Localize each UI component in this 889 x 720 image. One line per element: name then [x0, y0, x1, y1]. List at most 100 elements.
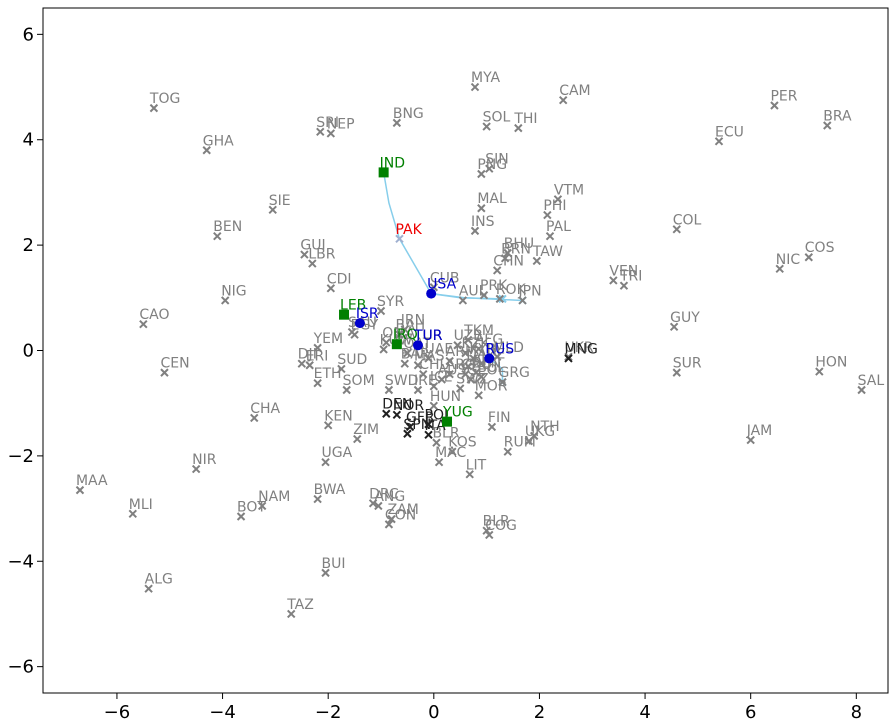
point-label: CUB	[430, 270, 460, 286]
point-label: TRI	[619, 269, 642, 285]
point-marker-x	[368, 499, 378, 508]
point-label: GUY	[670, 310, 700, 326]
point-marker-x	[746, 435, 755, 445]
point-marker-square	[339, 309, 350, 320]
point-marker-x	[353, 434, 362, 444]
point-label: ECU	[715, 124, 744, 140]
point-marker-x	[456, 384, 465, 393]
point-marker-x	[392, 118, 402, 128]
point-label: BRN	[501, 241, 531, 257]
point-label: GUI	[300, 238, 325, 254]
point-label: SYR	[377, 294, 404, 310]
point-marker-x	[419, 370, 428, 379]
point-marker-x	[445, 356, 454, 366]
point-marker-x	[326, 129, 336, 138]
point-marker-x	[823, 121, 832, 130]
point-label: MLD	[493, 340, 524, 356]
point-marker-x	[313, 494, 322, 504]
point-label: JAM	[746, 423, 773, 439]
point-marker-x	[477, 204, 486, 213]
point-label: GEO	[467, 362, 498, 378]
trajectory-line	[382, 172, 432, 294]
point-label: BUI	[322, 556, 346, 572]
point-label: RUS	[485, 341, 514, 357]
point-marker-x	[564, 352, 573, 362]
point-marker-x	[463, 335, 473, 345]
point-label: COL	[673, 212, 702, 228]
y-axis-ticks: −6 −4 −2 0 2 4 6	[7, 24, 43, 678]
point-marker-x	[470, 82, 480, 92]
point-marker-x	[482, 526, 491, 535]
point-marker-x	[558, 96, 568, 105]
point-marker-x	[492, 266, 502, 275]
point-marker-x	[384, 520, 394, 529]
point-label: ALG	[145, 572, 173, 588]
x-tick-label: 2	[534, 702, 545, 720]
point-marker-x	[500, 254, 510, 263]
point-label: JPN	[518, 283, 542, 299]
point-label: COS	[805, 240, 835, 256]
point-marker-x	[236, 512, 246, 521]
point-marker-x	[429, 401, 439, 411]
point-label: MLI	[129, 497, 153, 513]
point-marker-x	[250, 413, 259, 423]
point-label: BNG	[393, 106, 424, 122]
point-label: AUS	[438, 362, 467, 378]
point-marker-x	[405, 422, 415, 432]
x-tick-label: −2	[315, 702, 342, 720]
point-label: NTH	[530, 419, 560, 435]
point-label: BHU	[504, 236, 534, 252]
point-marker-x	[308, 259, 317, 268]
point-label: IRE	[414, 373, 437, 389]
point-marker-x	[379, 345, 388, 354]
point-marker-x	[477, 359, 486, 368]
point-label: KOS	[448, 435, 476, 451]
point-marker-x	[313, 378, 322, 388]
point-label: NIC	[776, 252, 801, 268]
point-marker-x	[191, 464, 201, 474]
point-label: LIT	[466, 457, 487, 473]
x-tick-label: 4	[639, 702, 650, 720]
point-label: UGA	[322, 445, 353, 461]
point-marker-x	[268, 205, 277, 215]
point-label: CRO	[462, 357, 493, 373]
point-marker-square	[442, 416, 453, 427]
point-label: CHA	[250, 401, 280, 417]
point-marker-x	[487, 422, 497, 432]
point-marker-x	[220, 296, 230, 305]
point-marker-x	[382, 338, 391, 347]
point-label: HUN	[430, 389, 461, 405]
point-label: YEM	[313, 331, 343, 347]
x-tick-label: 0	[428, 702, 439, 720]
point-label: SIE	[269, 193, 291, 209]
point-label: TAZ	[286, 597, 314, 613]
point-marker-x	[376, 306, 386, 316]
point-marker-x	[144, 584, 153, 593]
point-marker-x	[323, 421, 333, 430]
point-label: HON	[815, 355, 847, 371]
point-label: TAJ	[463, 349, 485, 365]
point-label: CAO	[139, 307, 169, 323]
point-marker-x	[392, 410, 402, 419]
point-marker-x	[297, 359, 306, 368]
point-label: PER	[770, 88, 797, 104]
point-marker-x	[469, 354, 478, 363]
point-label: SIN	[485, 152, 509, 168]
point-marker-x	[374, 501, 383, 511]
point-marker-x	[313, 343, 322, 353]
point-marker-x	[466, 375, 475, 384]
point-label: CHL	[419, 357, 447, 373]
point-label: BUL	[477, 360, 505, 376]
y-tick-label: 0	[23, 341, 34, 362]
point-marker-x	[403, 429, 412, 438]
point-label: MAL	[477, 191, 507, 207]
point-label: ZAM	[388, 502, 419, 518]
point-label: OMA	[382, 326, 415, 342]
point-marker-x	[432, 438, 441, 447]
point-label: IND	[380, 155, 405, 171]
point-marker-x	[514, 123, 523, 133]
point-label: TAW	[532, 244, 563, 260]
point-label: SAL	[858, 373, 885, 389]
point-label: SWD	[385, 373, 419, 389]
